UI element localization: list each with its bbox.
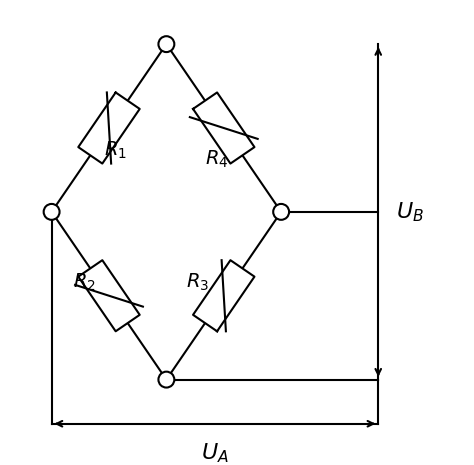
Text: $U_A$: $U_A$ — [201, 441, 229, 465]
Circle shape — [273, 204, 289, 220]
Text: $R_3$: $R_3$ — [186, 272, 209, 293]
Text: $R_4$: $R_4$ — [205, 148, 229, 170]
Circle shape — [158, 372, 174, 387]
Text: $R_1$: $R_1$ — [104, 140, 127, 161]
Circle shape — [44, 204, 60, 220]
Circle shape — [158, 36, 174, 52]
Text: $U_B$: $U_B$ — [396, 200, 424, 224]
Text: $R_2$: $R_2$ — [73, 272, 96, 293]
